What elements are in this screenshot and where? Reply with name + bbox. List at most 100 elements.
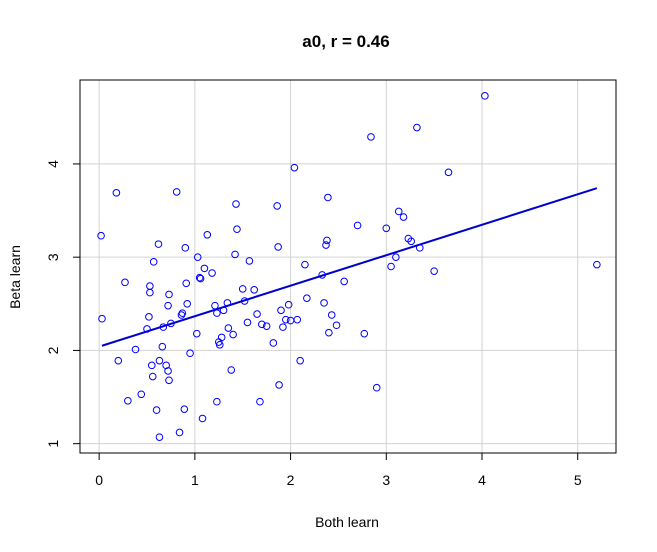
data-point	[327, 311, 336, 319]
data-point	[444, 168, 453, 177]
data-point	[146, 288, 154, 297]
data-point	[181, 244, 190, 252]
data-point	[175, 428, 184, 437]
data-point	[303, 294, 311, 303]
data-point	[97, 231, 105, 240]
data-point	[593, 260, 601, 269]
data-point	[372, 383, 381, 392]
data-point	[131, 345, 140, 354]
y-axis-label: Beta learn	[7, 245, 23, 309]
data-point	[250, 286, 258, 294]
regression-line	[101, 187, 598, 347]
data-point	[143, 325, 151, 333]
data-point	[219, 306, 228, 315]
data-point	[399, 213, 408, 221]
data-point	[146, 282, 154, 290]
data-point	[165, 376, 173, 385]
data-point	[186, 349, 194, 358]
data-point	[233, 225, 241, 233]
data-point	[273, 202, 281, 210]
y-tick-label: 2	[45, 346, 61, 354]
data-point	[256, 397, 264, 406]
chart-title: a0, r = 0.46	[302, 32, 389, 51]
data-point	[279, 323, 287, 331]
data-point	[353, 221, 362, 230]
data-point	[413, 123, 421, 132]
data-points	[97, 92, 601, 441]
data-point	[155, 356, 164, 365]
data-point	[382, 224, 391, 233]
data-point	[224, 324, 233, 332]
data-point	[231, 250, 239, 259]
data-point	[165, 290, 173, 299]
data-point	[227, 366, 236, 374]
data-point	[137, 390, 146, 399]
x-tick-label: 2	[287, 472, 295, 488]
data-point	[275, 381, 283, 389]
data-point	[238, 285, 247, 293]
data-point	[147, 361, 156, 370]
x-tick-label: 1	[191, 472, 199, 488]
data-point	[183, 300, 191, 308]
data-point	[392, 253, 400, 261]
data-point	[243, 318, 252, 327]
data-point	[182, 279, 191, 288]
data-point	[180, 405, 189, 413]
data-point	[211, 301, 219, 310]
data-point	[245, 257, 254, 265]
data-point	[360, 329, 369, 338]
data-point	[269, 339, 278, 347]
data-point	[277, 306, 285, 315]
data-point	[114, 356, 123, 365]
data-point	[293, 315, 302, 324]
data-point	[213, 397, 221, 406]
data-point	[208, 269, 216, 277]
data-point	[217, 333, 226, 342]
data-point	[152, 406, 161, 414]
data-point	[172, 188, 181, 196]
x-tick-label: 5	[574, 472, 582, 488]
data-point	[215, 341, 224, 349]
x-tick-label: 3	[382, 472, 390, 488]
grid-lines	[80, 80, 616, 453]
data-point	[394, 207, 403, 216]
data-point	[367, 133, 375, 141]
data-point	[340, 277, 348, 286]
data-point	[155, 433, 164, 441]
y-tick-label: 4	[45, 160, 61, 168]
data-point	[323, 236, 331, 245]
data-point	[407, 237, 415, 246]
data-point	[196, 274, 205, 283]
data-point	[167, 319, 175, 328]
data-point	[284, 300, 293, 309]
data-point	[262, 322, 271, 330]
data-point	[229, 330, 237, 339]
data-point	[121, 278, 129, 287]
data-point	[149, 258, 158, 266]
data-point	[178, 309, 187, 317]
data-point	[253, 310, 261, 318]
data-point	[164, 301, 172, 310]
data-point	[296, 356, 304, 365]
data-point	[154, 240, 163, 248]
data-point	[290, 163, 299, 172]
data-point	[195, 273, 204, 282]
y-tick-label: 1	[45, 440, 61, 448]
x-tick-label: 0	[95, 472, 103, 488]
data-point	[415, 244, 424, 252]
data-point	[112, 189, 121, 197]
data-point	[481, 92, 489, 100]
data-point	[281, 315, 290, 324]
data-point	[332, 321, 341, 330]
data-point	[158, 342, 167, 351]
data-point	[301, 260, 309, 269]
y-tick-label: 3	[45, 253, 61, 261]
data-point	[164, 367, 172, 375]
data-point	[213, 309, 221, 317]
data-point	[148, 372, 157, 381]
data-point	[320, 299, 328, 307]
data-point	[192, 329, 201, 338]
data-point	[98, 314, 106, 323]
data-point	[430, 267, 438, 275]
data-point	[322, 241, 330, 249]
